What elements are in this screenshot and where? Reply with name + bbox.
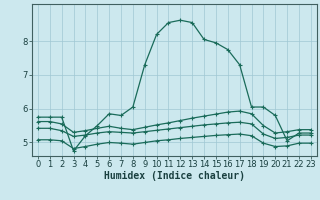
X-axis label: Humidex (Indice chaleur): Humidex (Indice chaleur) bbox=[104, 171, 245, 181]
